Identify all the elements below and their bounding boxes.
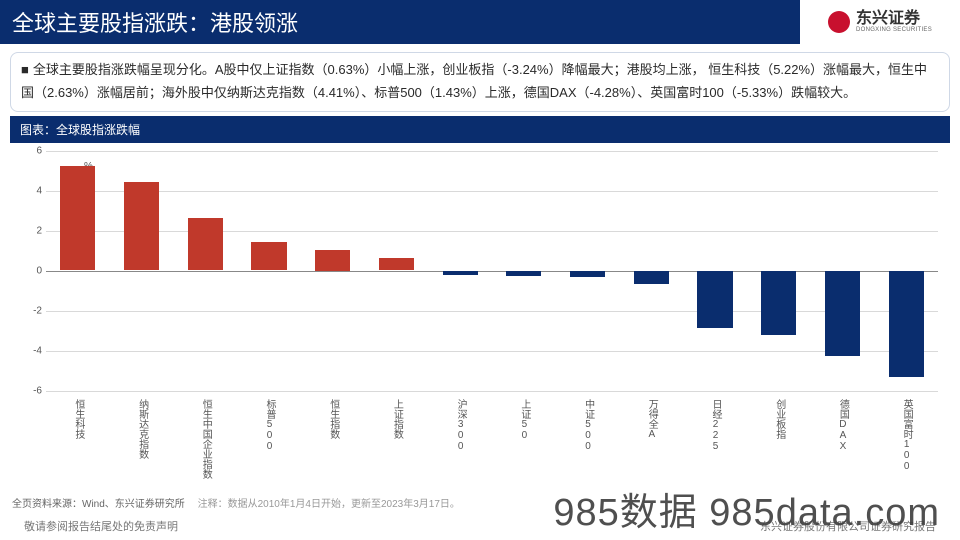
gridline [46,391,938,392]
company-logo: 东兴证券 DONGXING SECURITIES [800,0,960,44]
x-tick-label: 上证指数 [391,399,401,439]
chart-title-bar: 图表：全球股指涨跌幅 [10,116,950,143]
slide-title: 全球主要股指涨跌：港股领涨 [12,6,298,38]
chart-bar [825,271,860,357]
x-tick-label: 恒生指数 [328,399,338,439]
source-label: 全页资料来源： [12,499,82,510]
chart-bar [761,271,796,336]
bar-chart: 6420-2-4-6%恒生科技纳斯达克指数恒生中国企业指数标普500恒生指数上证… [18,147,942,457]
x-tick-label: 德国DAX [837,399,847,452]
x-tick-label: 标普500 [264,399,274,452]
x-tick-label: 创业板指 [774,399,784,439]
x-tick-label: 中证500 [583,399,593,452]
disclaimer: 敬请参阅报告结尾处的免责声明 [24,518,178,534]
chart-bar [379,258,414,271]
chart-bar [697,271,732,329]
chart-bar [443,271,478,275]
logo-text-cn: 东兴证券 [856,11,932,27]
note-label: 注释： [198,499,228,510]
logo-icon [828,11,850,33]
x-tick-label: 英国富时100 [901,399,911,472]
x-tick-label: 万得全A [646,399,656,440]
chart-plot-area: 6420-2-4-6%恒生科技纳斯达克指数恒生中国企业指数标普500恒生指数上证… [46,151,938,391]
y-tick-label: 2 [20,225,42,236]
gridline [46,271,938,272]
logo-text-en: DONGXING SECURITIES [856,27,932,33]
y-tick-label: -2 [20,305,42,316]
chart-bar [124,182,159,270]
y-tick-label: -6 [20,385,42,396]
source-value: Wind、东兴证券研究所 [82,499,185,510]
chart-bar [570,271,605,277]
description-box: ■全球主要股指涨跌幅呈现分化。A股中仅上证指数（0.63%）小幅上涨，创业板指（… [10,52,950,112]
chart-bar [60,166,95,270]
watermark: 985数据 985data.com [553,481,940,536]
gridline [46,311,938,312]
chart-bar [315,250,350,271]
y-tick-label: 4 [20,185,42,196]
x-tick-label: 日经225 [710,399,720,452]
chart-bar [889,271,924,378]
chart-bar [506,271,541,276]
gridline [46,191,938,192]
description-text: 全球主要股指涨跌幅呈现分化。A股中仅上证指数（0.63%）小幅上涨，创业板指（-… [21,62,927,100]
chart-bar [251,242,286,271]
note-value: 数据从2010年1月4日开始，更新至2023年3月17日。 [228,499,460,510]
x-tick-label: 上证50 [519,399,529,441]
y-tick-label: -4 [20,345,42,356]
x-tick-label: 沪深300 [455,399,465,452]
bullet-icon: ■ [21,62,29,77]
gridline [46,351,938,352]
slide-header: 全球主要股指涨跌：港股领涨 东兴证券 DONGXING SECURITIES [0,0,960,44]
chart-bar [634,271,669,284]
footer-source: 全页资料来源：Wind、东兴证券研究所 注释：数据从2010年1月4日开始，更新… [12,495,460,510]
x-tick-label: 纳斯达克指数 [137,399,147,459]
x-tick-label: 恒生中国企业指数 [200,399,210,479]
x-tick-label: 恒生科技 [73,399,83,439]
y-tick-label: 6 [20,145,42,156]
y-tick-label: 0 [20,265,42,276]
chart-bar [188,218,223,271]
gridline [46,151,938,152]
chart-title: 图表：全球股指涨跌幅 [14,119,146,140]
gridline [46,231,938,232]
